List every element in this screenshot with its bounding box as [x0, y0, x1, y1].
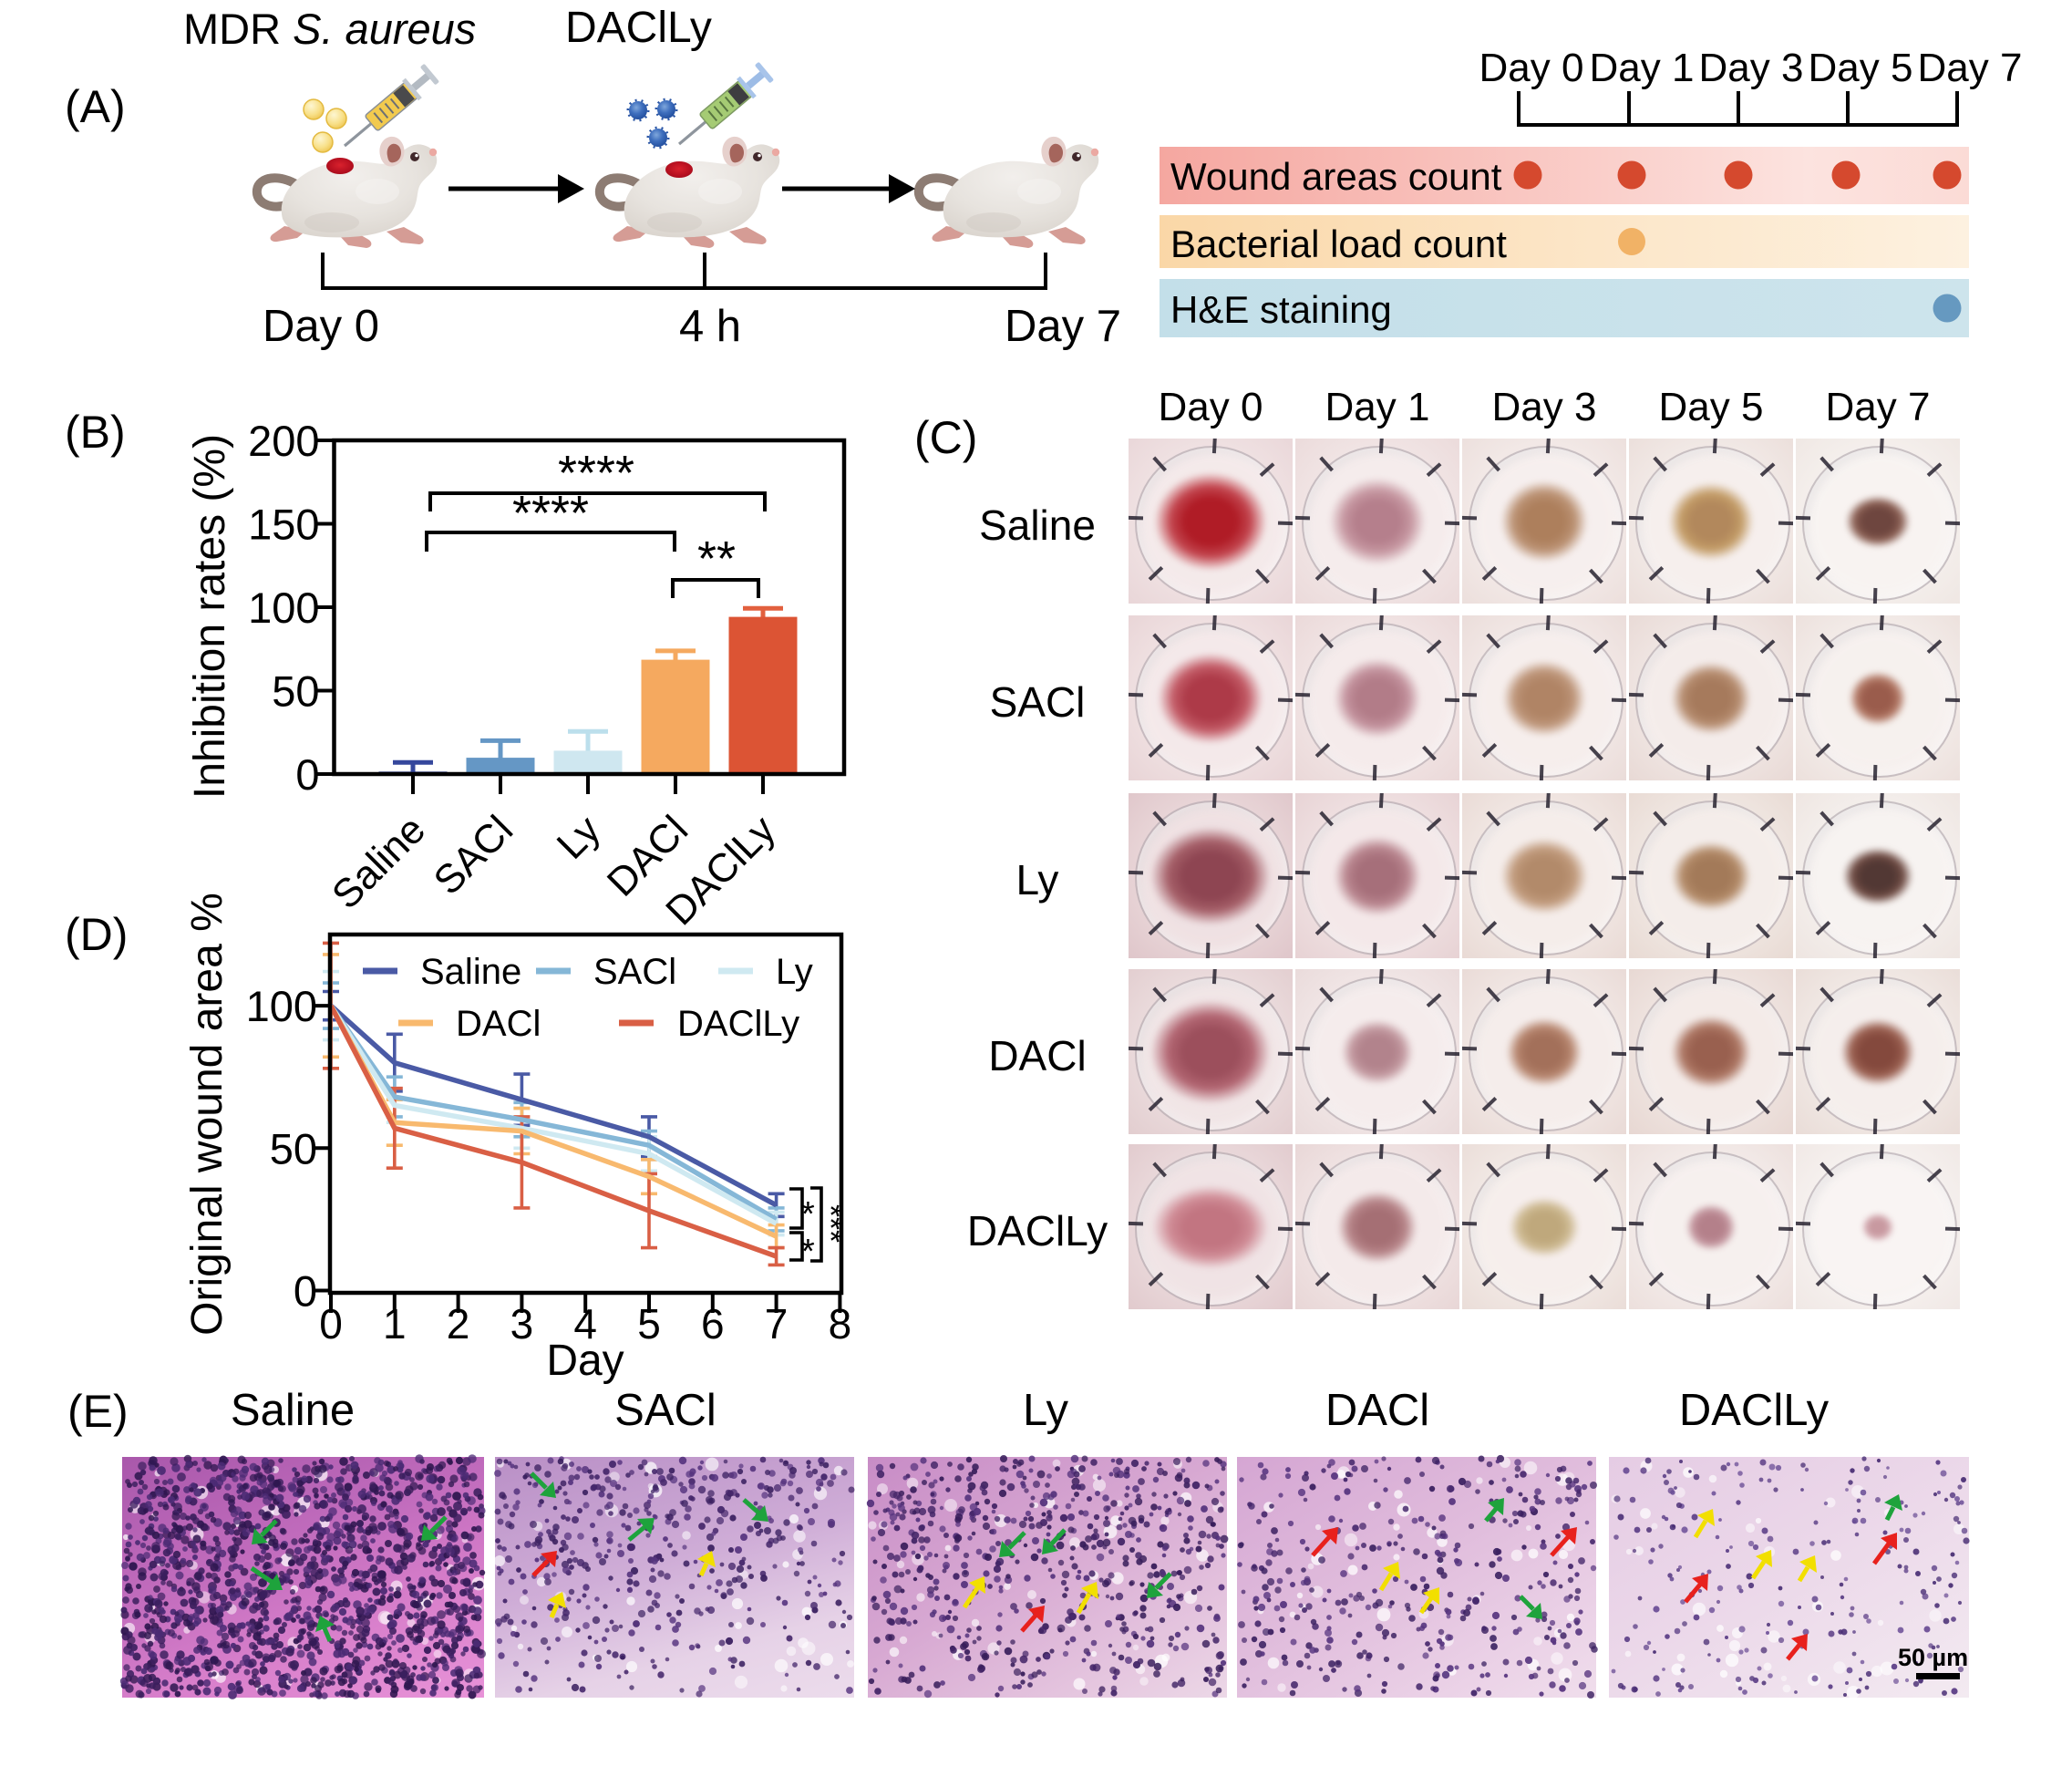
svg-text:0: 0 [294, 1267, 317, 1316]
svg-text:50: 50 [270, 1124, 317, 1172]
svg-text:100: 100 [246, 982, 317, 1030]
svg-text:100: 100 [248, 584, 319, 632]
svg-text:0: 0 [295, 750, 319, 799]
svg-text:200: 200 [248, 417, 319, 465]
svg-text:2: 2 [447, 1300, 470, 1348]
svg-text:Original wound area %: Original wound area % [183, 893, 232, 1336]
svg-text:4: 4 [573, 1300, 597, 1348]
svg-text:SACl: SACl [593, 952, 676, 992]
svg-text:Saline: Saline [420, 952, 521, 992]
svg-text:3: 3 [510, 1300, 534, 1348]
svg-text:5: 5 [637, 1300, 661, 1348]
svg-text:Ly: Ly [549, 807, 609, 867]
svg-text:Day: Day [546, 1337, 624, 1385]
svg-text:****: **** [558, 446, 634, 501]
svg-text:*: * [801, 1233, 815, 1271]
svg-text:Saline: Saline [324, 807, 434, 917]
svg-text:****: **** [512, 486, 589, 541]
svg-text:150: 150 [248, 501, 319, 549]
svg-text:Inhibition rates (%): Inhibition rates (%) [186, 434, 234, 799]
svg-text:Ly: Ly [776, 952, 813, 992]
svg-text:7: 7 [765, 1300, 789, 1348]
svg-text:0: 0 [319, 1300, 343, 1348]
svg-text:8: 8 [829, 1300, 852, 1348]
svg-text:1: 1 [383, 1300, 407, 1348]
svg-text:DAClLy: DAClLy [677, 1004, 799, 1044]
svg-text:DACl: DACl [456, 1004, 541, 1044]
svg-text:*: * [801, 1195, 815, 1234]
svg-text:50: 50 [272, 667, 319, 716]
svg-text:**: ** [697, 532, 736, 586]
svg-text:***: *** [812, 1204, 850, 1243]
svg-text:SACl: SACl [426, 807, 522, 904]
svg-text:6: 6 [701, 1300, 725, 1348]
